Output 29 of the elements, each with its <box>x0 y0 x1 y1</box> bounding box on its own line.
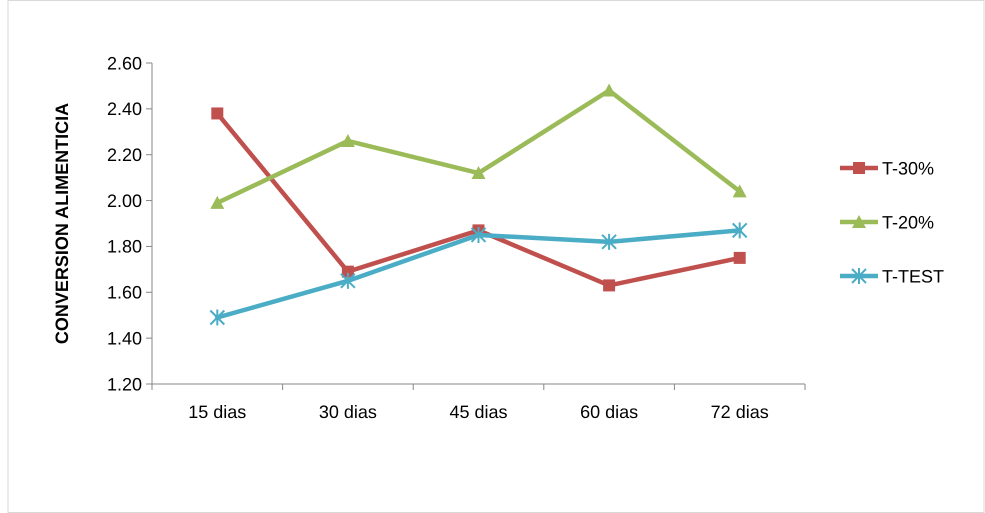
point <box>472 166 486 180</box>
x-tick-label: 15 dias <box>188 402 246 422</box>
y-tick-label: 2.00 <box>106 190 142 211</box>
point <box>210 196 224 209</box>
point <box>211 107 224 120</box>
point <box>470 226 486 244</box>
legend-label: T-20% <box>882 212 934 232</box>
y-tick-label: 2.60 <box>106 53 142 74</box>
x-tick-label: 30 dias <box>318 402 377 422</box>
x-tick-label: 45 dias <box>449 402 508 422</box>
point <box>209 308 226 327</box>
x-tick-label: 60 dias <box>580 402 638 422</box>
y-tick-label: 1.80 <box>106 236 142 257</box>
point <box>734 252 746 264</box>
y-tick-label: 2.40 <box>106 99 142 120</box>
point <box>603 279 616 292</box>
legend-label: T-TEST <box>882 266 944 286</box>
point <box>601 232 618 251</box>
y-tick-label: 1.60 <box>106 282 142 303</box>
legend-label: T-30% <box>882 158 934 178</box>
point <box>340 272 356 290</box>
y-tick-label: 1.20 <box>106 374 142 394</box>
y-tick-label: 2.20 <box>106 145 142 166</box>
point <box>340 134 355 147</box>
point <box>732 184 747 198</box>
point <box>732 221 748 240</box>
y-tick-label: 1.40 <box>106 328 142 348</box>
x-tick-label: 72 dias <box>710 402 769 422</box>
y-axis-title: CONVERSION ALIMENTICIA <box>52 102 72 344</box>
